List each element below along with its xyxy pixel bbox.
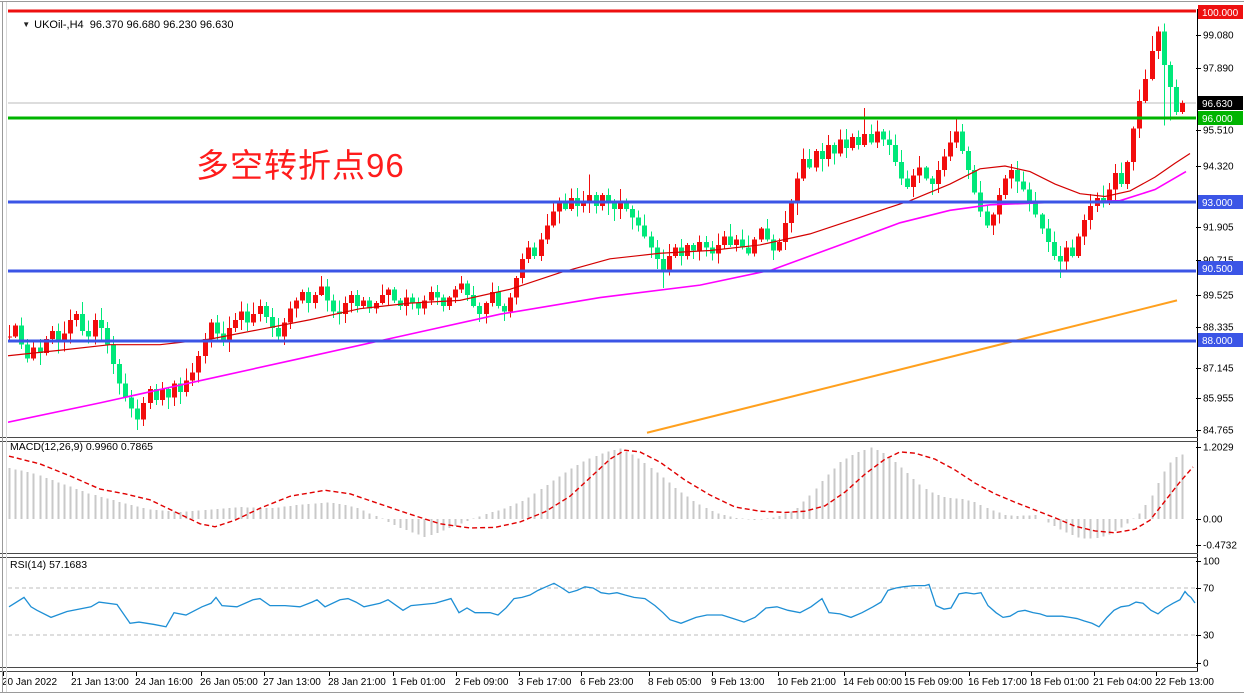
svg-text:22 Feb 13:00: 22 Feb 13:00	[1155, 677, 1214, 688]
svg-text:90.500: 90.500	[1202, 264, 1233, 275]
horizontal-levels-layer	[8, 9, 1196, 343]
svg-text:8 Feb 05:00: 8 Feb 05:00	[648, 677, 702, 688]
svg-text:88.000: 88.000	[1202, 336, 1233, 347]
svg-text:89.525: 89.525	[1203, 291, 1234, 302]
symbol-dropdown-icon[interactable]: ▼	[22, 20, 31, 29]
svg-text:96.630: 96.630	[1202, 99, 1233, 110]
rsi-indicator-label: RSI(14) 57.1683	[10, 559, 88, 571]
svg-text:15 Feb 09:00: 15 Feb 09:00	[904, 677, 963, 688]
chart-header: ▼ UKOil-,H4 96.370 96.680 96.230 96.630	[10, 7, 234, 43]
svg-text:28 Jan 21:00: 28 Jan 21:00	[328, 677, 386, 688]
svg-text:3 Feb 17:00: 3 Feb 17:00	[518, 677, 572, 688]
svg-text:70: 70	[1203, 584, 1215, 595]
svg-text:21 Jan 13:00: 21 Jan 13:00	[71, 677, 129, 688]
svg-text:88.335: 88.335	[1203, 323, 1234, 334]
macd-indicator-label: MACD(12,26,9) 0.9960 0.7865	[10, 441, 154, 453]
svg-text:2 Feb 09:00: 2 Feb 09:00	[455, 677, 509, 688]
svg-text:0.00: 0.00	[1203, 515, 1223, 526]
svg-text:95.510: 95.510	[1203, 126, 1234, 137]
rsi-panel	[8, 582, 1196, 636]
svg-text:-0.4732: -0.4732	[1203, 541, 1237, 552]
price-axis-badges: 100.000 96.630 96.000 93.000 90.500 88.000	[1198, 5, 1243, 347]
svg-text:1 Feb 01:00: 1 Feb 01:00	[392, 677, 446, 688]
svg-text:84.765: 84.765	[1203, 426, 1234, 437]
svg-text:1.2029: 1.2029	[1203, 443, 1234, 454]
svg-text:20 Jan 2022: 20 Jan 2022	[2, 677, 57, 688]
svg-text:85.955: 85.955	[1203, 394, 1234, 405]
price-axis: 99.08097.89095.51094.32091.90590.71589.5…	[1196, 31, 1237, 670]
svg-text:24 Jan 16:00: 24 Jan 16:00	[135, 677, 193, 688]
svg-text:6 Feb 23:00: 6 Feb 23:00	[580, 677, 634, 688]
svg-text:96.000: 96.000	[1202, 114, 1233, 125]
svg-text:21 Feb 04:00: 21 Feb 04:00	[1093, 677, 1152, 688]
svg-text:93.000: 93.000	[1202, 198, 1233, 209]
svg-text:0: 0	[1203, 659, 1209, 670]
svg-text:14 Feb 00:00: 14 Feb 00:00	[843, 677, 902, 688]
candles-layer	[8, 23, 1185, 431]
svg-text:100.000: 100.000	[1202, 8, 1239, 19]
svg-text:10 Feb 21:00: 10 Feb 21:00	[777, 677, 836, 688]
svg-text:87.145: 87.145	[1203, 364, 1234, 375]
svg-text:27 Jan 13:00: 27 Jan 13:00	[263, 677, 321, 688]
symbol-ohlc-label: UKOil-,H4 96.370 96.680 96.230 96.630	[34, 19, 234, 31]
svg-text:30: 30	[1203, 631, 1215, 642]
svg-text:16 Feb 17:00: 16 Feb 17:00	[968, 677, 1027, 688]
svg-text:100: 100	[1203, 557, 1220, 568]
svg-text:97.890: 97.890	[1203, 64, 1234, 75]
svg-text:99.080: 99.080	[1203, 31, 1234, 42]
time-axis: 20 Jan 2022 21 Jan 13:00 24 Jan 16:00 26 Ja…	[2, 671, 1214, 688]
svg-text:18 Feb 01:00: 18 Feb 01:00	[1030, 677, 1089, 688]
svg-text:26 Jan 05:00: 26 Jan 05:00	[200, 677, 258, 688]
svg-text:9 Feb 13:00: 9 Feb 13:00	[711, 677, 765, 688]
macd-panel	[8, 447, 1194, 539]
svg-text:91.905: 91.905	[1203, 223, 1234, 234]
svg-text:94.320: 94.320	[1203, 162, 1234, 173]
